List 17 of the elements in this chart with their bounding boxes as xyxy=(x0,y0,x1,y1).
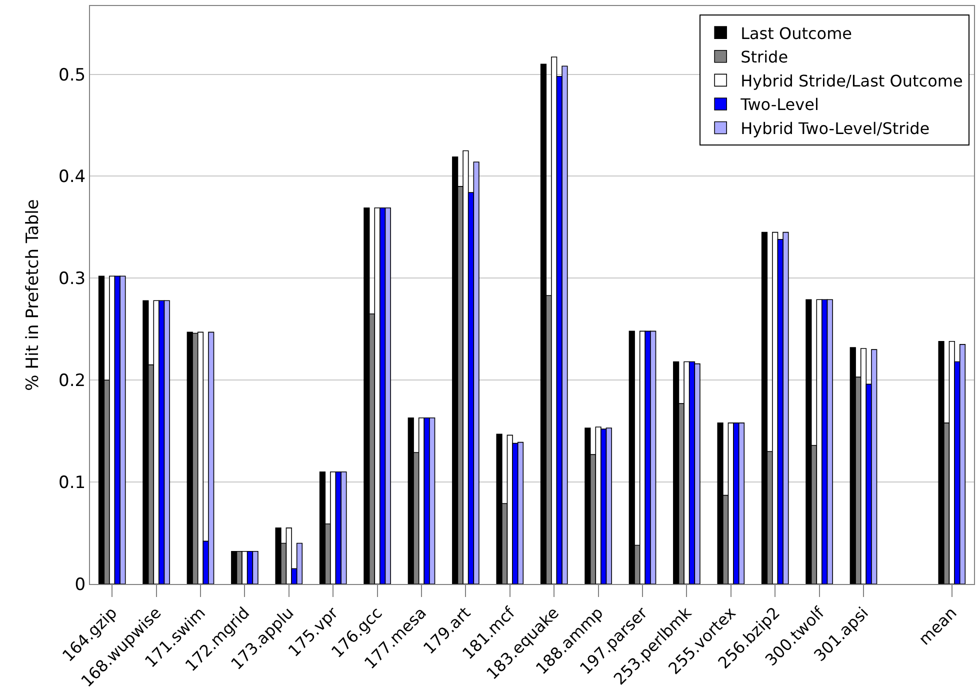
bar xyxy=(319,471,326,584)
bar xyxy=(231,550,238,584)
y-tick-label: 0.3 xyxy=(58,269,86,290)
y-axis-title: % Hit in Prefetch Table xyxy=(23,199,44,391)
legend-label: Last Outcome xyxy=(740,24,852,43)
y-tick-label: 0.1 xyxy=(58,473,86,494)
bar xyxy=(673,361,680,584)
y-tick-label: 0 xyxy=(74,574,86,595)
bar xyxy=(761,232,768,584)
y-tick-label: 0.4 xyxy=(58,167,86,188)
y-tick-label: 0.5 xyxy=(58,65,86,86)
legend-label: Two-Level xyxy=(740,95,819,114)
bar xyxy=(452,156,458,584)
legend-label: Stride xyxy=(740,48,788,67)
y-tick-label: 0.2 xyxy=(58,371,86,392)
legend-label: Hybrid Stride/Last Outcome xyxy=(740,71,963,90)
legend-label: Hybrid Two-Level/Stride xyxy=(740,119,930,138)
